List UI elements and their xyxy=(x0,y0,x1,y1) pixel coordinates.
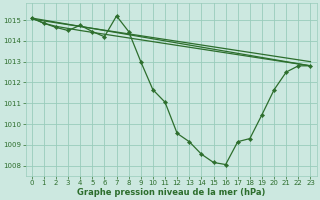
X-axis label: Graphe pression niveau de la mer (hPa): Graphe pression niveau de la mer (hPa) xyxy=(77,188,265,197)
